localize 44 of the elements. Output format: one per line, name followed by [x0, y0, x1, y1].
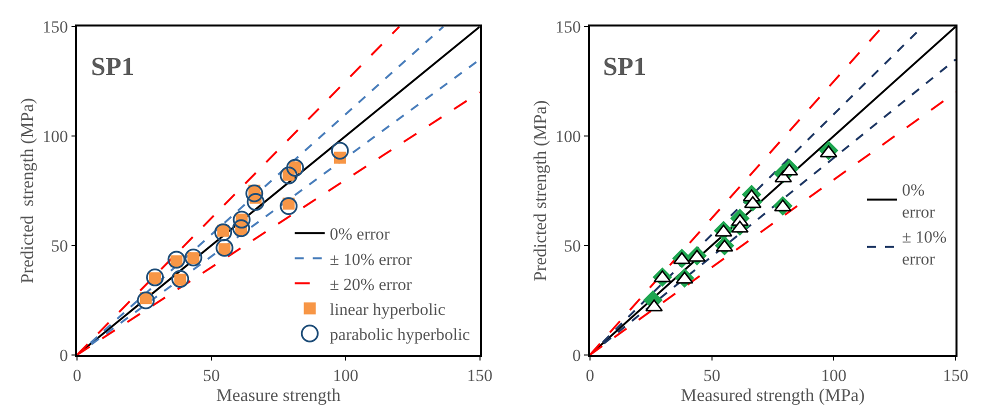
legend-label: parabolic hyperbolic: [330, 325, 470, 344]
legend-label: 0% error: [330, 224, 390, 244]
y-tick-label: 150: [42, 18, 68, 37]
x-tick-label: 50: [202, 366, 220, 385]
point: [245, 184, 264, 202]
annotation: SP1: [91, 52, 134, 81]
point: [232, 210, 251, 229]
point: [331, 142, 349, 160]
y-axis-title: Predicted strength (MPa): [530, 100, 550, 282]
x-tick-label: 150: [467, 366, 493, 385]
legend-label: linear hyperbolic: [330, 300, 446, 320]
legend-label: ± 10% error: [902, 227, 947, 269]
point: [146, 268, 164, 286]
y-tick-label: 50: [50, 236, 68, 256]
point: [286, 158, 304, 177]
y-tick-label: 0: [59, 346, 68, 365]
x-tick-label: 150: [942, 366, 968, 385]
y-tick-label: 100: [42, 127, 68, 146]
x-tick-label: 50: [703, 366, 720, 385]
point: [246, 193, 265, 211]
x-axis-title: Measure strength: [216, 384, 341, 405]
point: [184, 248, 202, 266]
point: [232, 219, 250, 238]
point: [171, 270, 190, 288]
y-tick-label: 0: [572, 346, 581, 365]
x-tick-label: 0: [72, 366, 82, 385]
y-tick-label: 50: [564, 236, 581, 256]
point: [214, 223, 232, 242]
annotation: SP1: [603, 52, 646, 81]
x-tick-label: 0: [586, 366, 594, 385]
point: [168, 250, 186, 269]
point: [136, 291, 155, 310]
y-tick-label: 150: [555, 18, 581, 37]
point: [216, 238, 234, 257]
point: [280, 197, 298, 215]
legend-label: 0% error: [902, 180, 936, 222]
y-axis-title: Predicted strength (MPa): [17, 98, 38, 284]
y-tick-label: 100: [555, 127, 581, 146]
x-tick-label: 100: [332, 366, 358, 385]
x-tick-label: 100: [820, 366, 846, 385]
x-axis-title: Measured strength (MPa): [680, 384, 865, 405]
point: [280, 166, 298, 184]
legend-label: ± 10% error: [330, 250, 412, 269]
legend-label: ± 20% error: [330, 274, 412, 294]
